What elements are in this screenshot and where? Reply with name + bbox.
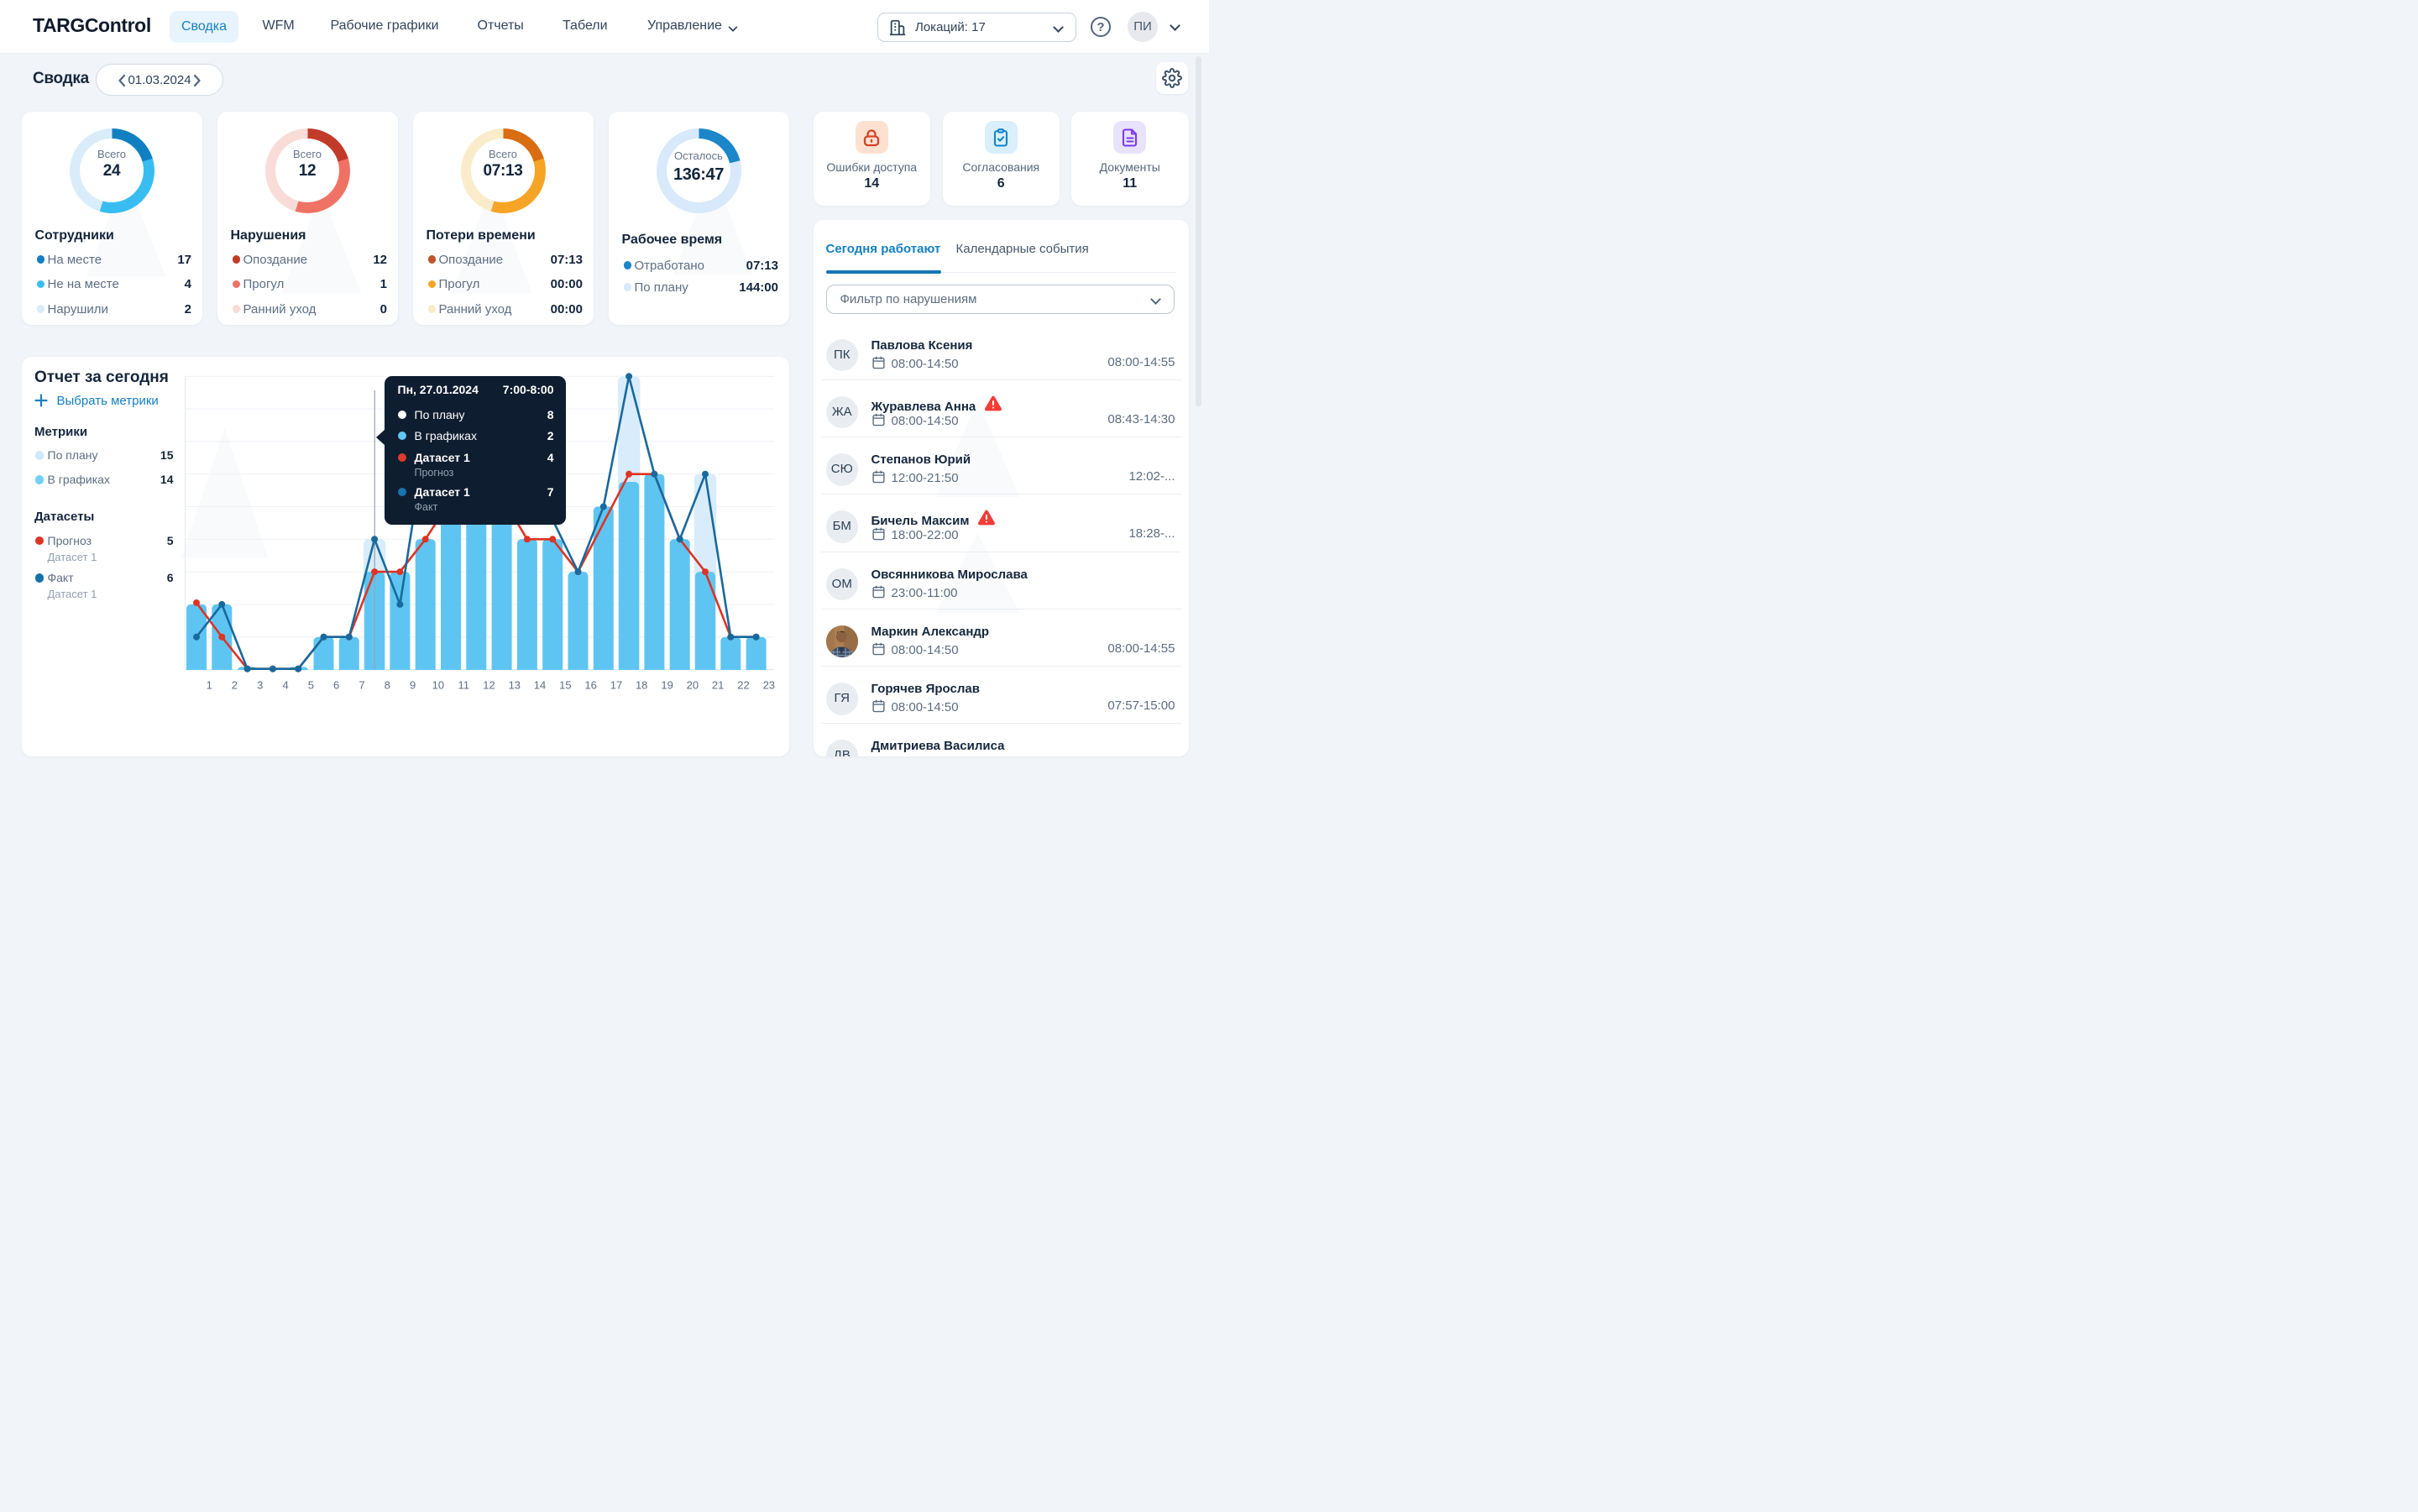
svg-text:23: 23 [762, 678, 774, 691]
svg-text:7: 7 [359, 678, 364, 691]
svg-text:14: 14 [533, 678, 545, 691]
svg-text:9: 9 [409, 678, 415, 691]
svg-text:5: 5 [307, 678, 313, 691]
svg-text:10: 10 [432, 678, 443, 691]
svg-text:3: 3 [257, 678, 263, 691]
svg-text:13: 13 [508, 678, 520, 691]
svg-text:8: 8 [384, 678, 390, 691]
svg-text:16: 16 [584, 678, 596, 691]
svg-text:4: 4 [282, 678, 288, 691]
svg-text:17: 17 [610, 678, 621, 691]
svg-text:11: 11 [458, 678, 469, 691]
svg-text:12: 12 [483, 678, 495, 691]
svg-text:22: 22 [737, 678, 749, 691]
svg-text:18: 18 [635, 678, 646, 691]
svg-text:21: 21 [711, 678, 723, 691]
svg-text:6: 6 [332, 678, 338, 691]
svg-text:2: 2 [231, 678, 237, 691]
svg-text:15: 15 [559, 678, 571, 691]
svg-text:20: 20 [686, 678, 698, 691]
svg-text:19: 19 [661, 678, 673, 691]
svg-text:1: 1 [206, 678, 212, 691]
